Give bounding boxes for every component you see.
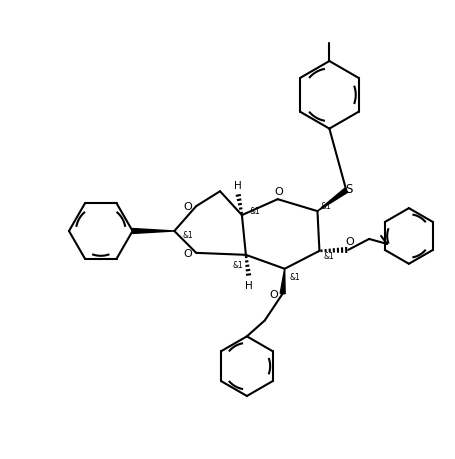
Text: O: O bbox=[269, 289, 278, 299]
Text: H: H bbox=[244, 280, 252, 290]
Text: O: O bbox=[274, 187, 283, 197]
Polygon shape bbox=[279, 269, 284, 294]
Text: &1: &1 bbox=[288, 273, 299, 281]
Text: &1: &1 bbox=[182, 231, 193, 240]
Text: O: O bbox=[344, 236, 353, 246]
Polygon shape bbox=[132, 229, 174, 234]
Text: O: O bbox=[183, 202, 192, 212]
Text: &1: &1 bbox=[232, 261, 243, 270]
Polygon shape bbox=[317, 189, 347, 212]
Text: &1: &1 bbox=[322, 252, 333, 261]
Text: &1: &1 bbox=[249, 206, 260, 215]
Text: S: S bbox=[345, 182, 352, 196]
Text: O: O bbox=[183, 248, 192, 258]
Text: &1: &1 bbox=[319, 201, 330, 210]
Text: H: H bbox=[233, 181, 241, 191]
